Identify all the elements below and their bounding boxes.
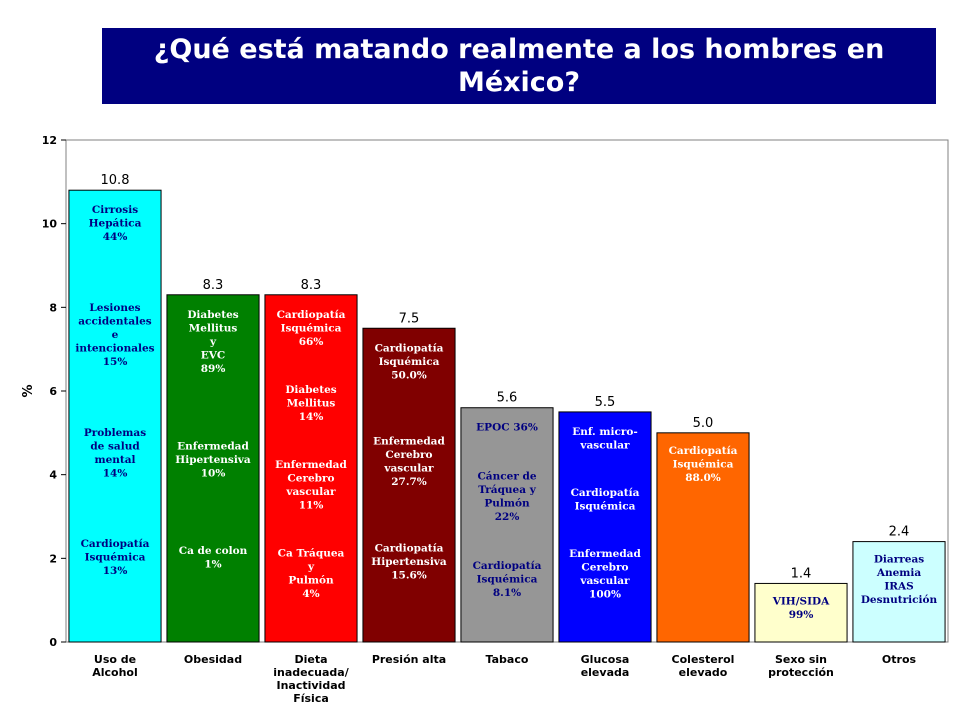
bar-annotation: Enfermedad Hipertensiva 10% xyxy=(175,440,251,479)
bar-value-label: 5.6 xyxy=(497,391,518,406)
bar xyxy=(558,411,652,643)
bar-value-label: 1.4 xyxy=(791,566,812,581)
bar-annotation: Problemas de salud mental 14% xyxy=(84,427,146,480)
bar-value-label: 7.5 xyxy=(399,311,420,326)
x-category-label: Glucosa elevada xyxy=(581,653,630,679)
x-category-label: Uso de Alcohol xyxy=(92,653,138,679)
y-tick-label: 8 xyxy=(49,301,57,314)
bar-value-label: 8.3 xyxy=(301,278,322,293)
bar-annotation: Ca Tráquea y Pulmón 4% xyxy=(278,547,345,600)
chart-title: ¿Qué está matando realmente a los hombre… xyxy=(153,34,885,98)
bar-annotation: Cardiopatía Isquémica 50.0% xyxy=(375,342,444,381)
x-category-label: Tabaco xyxy=(486,653,529,666)
bar-annotation: Diarreas Anemia IRAS Desnutrición xyxy=(861,554,938,607)
y-tick-label: 10 xyxy=(42,218,58,231)
x-category-label: Presión alta xyxy=(372,653,446,666)
bar-annotation: Cirrosis Hepática 44% xyxy=(89,204,142,243)
bar-annotation: EPOC 36% xyxy=(476,422,538,434)
bar-annotation: Cardiopatía Isquémica 8.1% xyxy=(473,560,542,599)
bar-annotation: Enfermedad Cerebro vascular 27.7% xyxy=(373,436,445,489)
bar-annotation: Enfermedad Cerebro vascular 100% xyxy=(569,548,641,601)
bar-annotation: Cardiopatía Isquémica 13% xyxy=(81,538,150,577)
bar xyxy=(264,294,358,643)
bar-value-label: 8.3 xyxy=(203,278,224,293)
y-axis-label: % xyxy=(21,384,36,397)
bar-annotation: Enfermedad Cerebro vascular 11% xyxy=(275,459,347,512)
bar-annotation: Lesiones accidentales e intencionales 15% xyxy=(75,302,154,368)
y-tick-label: 12 xyxy=(42,134,57,147)
bar-annotation: Diabetes Mellitus y EVC 89% xyxy=(187,309,238,375)
bar xyxy=(460,407,554,643)
y-tick-label: 0 xyxy=(49,636,57,649)
bar-chart: 0 2 4 6 8 10 12% 10.8 Uso de Alcohol Cirrosis Hepát… xyxy=(21,134,949,705)
title-banner: ¿Qué está matando realmente a los hombre… xyxy=(102,28,936,104)
bar-annotation: Cáncer de Tráquea y Pulmón 22% xyxy=(477,471,536,523)
bar xyxy=(656,432,750,643)
bar xyxy=(754,582,848,643)
bar-value-label: 2.4 xyxy=(889,525,910,540)
chart-area: 0 2 4 6 8 10 12% 10.8 Uso de Alcohol Cirrosis Hepát… xyxy=(14,122,956,718)
bar-value-label: 5.0 xyxy=(693,416,714,431)
y-tick-label: 2 xyxy=(49,552,57,565)
y-tick-label: 6 xyxy=(49,385,57,398)
x-category-label: Obesidad xyxy=(184,653,242,666)
bar-annotation: Enf. micro-vascular xyxy=(572,426,637,452)
x-category-label: Colesterol elevado xyxy=(672,653,735,679)
bar-annotation: Ca de colon 1% xyxy=(179,545,248,571)
bar xyxy=(166,294,260,643)
bar-annotation: Diabetes Mellitus 14% xyxy=(285,384,336,423)
bar-value-label: 5.5 xyxy=(595,395,616,410)
bar xyxy=(362,327,456,643)
bar-annotation: Cardiopatía Isquémica 66% xyxy=(277,309,346,348)
bar-annotation: Cardiopatía Isquémica xyxy=(571,487,640,513)
bar-annotation: VIH/SIDA 99% xyxy=(772,595,830,621)
x-category-label: Sexo sin protección xyxy=(768,653,834,679)
bar-annotation: Cardiopatía Isquémica 88.0% xyxy=(669,445,738,484)
bar-value-label: 10.8 xyxy=(101,173,130,188)
y-tick-label: 4 xyxy=(49,469,57,482)
x-category-label: Dieta inadecuada/Inactividad Física xyxy=(273,653,349,705)
bar xyxy=(852,541,946,643)
bar xyxy=(68,189,162,643)
x-category-label: Otros xyxy=(882,653,917,666)
bar-annotation: Cardiopatía Hipertensiva 15.6% xyxy=(371,543,447,582)
